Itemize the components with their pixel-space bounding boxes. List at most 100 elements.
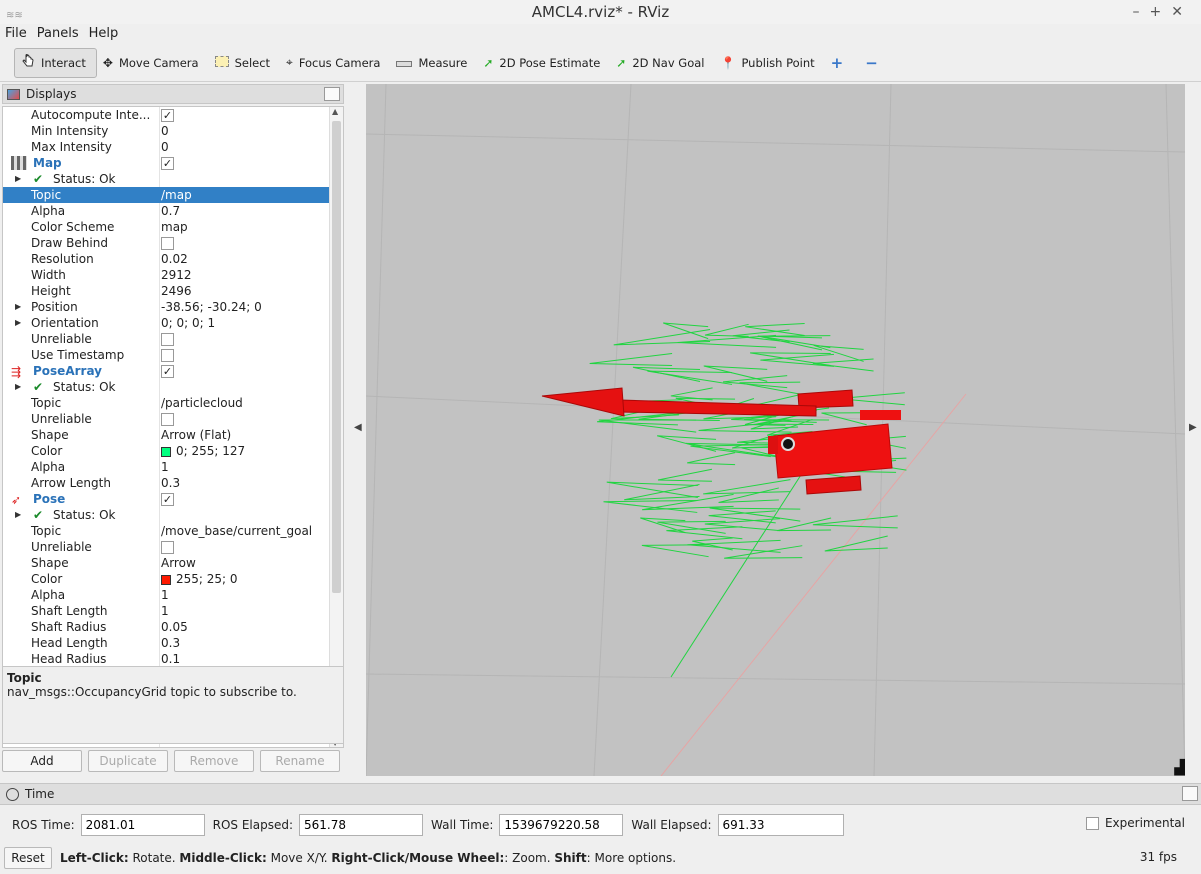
undock-button[interactable] [324, 87, 340, 101]
property-value[interactable]: 0.7 [161, 204, 181, 218]
property-value[interactable]: 0 [161, 140, 169, 154]
collapse-left-icon[interactable]: ◀ [354, 422, 362, 433]
collapse-right-icon[interactable]: ▶ [1189, 422, 1197, 433]
property-value[interactable]: ✓ [161, 491, 174, 507]
property-value[interactable]: -38.56; -30.24; 0 [161, 300, 262, 314]
property-row[interactable]: ▶ Orientation 0; 0; 0; 1 [3, 315, 329, 331]
focus-camera-button[interactable]: ⌖ Focus Camera [286, 55, 381, 70]
property-value[interactable] [161, 331, 174, 347]
property-row[interactable]: Alpha 1 [3, 587, 329, 603]
nav-goal-button[interactable]: ➚ 2D Nav Goal [616, 55, 705, 70]
expand-arrow-icon[interactable]: ▶ [15, 382, 22, 391]
left-collapse-handle[interactable]: ◀ [350, 84, 366, 776]
add-tool-button[interactable]: + [825, 48, 860, 78]
property-row[interactable]: ▶ ✔ Status: Ok [3, 379, 329, 395]
property-value[interactable]: 2912 [161, 268, 192, 282]
menu-help[interactable]: Help [88, 26, 119, 41]
property-checkbox[interactable]: ✓ [161, 157, 174, 170]
publish-point-button[interactable]: 📍 Publish Point [720, 55, 815, 70]
rename-button[interactable]: Rename [260, 750, 340, 772]
property-value[interactable]: map [161, 220, 188, 234]
displays-tree[interactable]: ▲ ▼ Autocompute Inte...✓Min Intensity0Ma… [2, 106, 344, 748]
display-group-posearray[interactable]: ⇶ PoseArray ✓ [3, 363, 329, 379]
property-row[interactable]: Max Intensity 0 [3, 139, 329, 155]
property-row[interactable]: ▶ ✔ Status: Ok [3, 171, 329, 187]
property-value[interactable]: 1 [161, 460, 169, 474]
time-undock-button[interactable] [1182, 786, 1198, 801]
property-row[interactable]: Head Radius 0.1 [3, 651, 329, 667]
property-value[interactable]: 0; 0; 0; 1 [161, 316, 216, 330]
property-row[interactable]: Unreliable [3, 331, 329, 347]
property-row[interactable]: Min Intensity 0 [3, 123, 329, 139]
move-camera-button[interactable]: ✥ Move Camera [102, 55, 199, 70]
remove-tool-button[interactable]: − [859, 48, 894, 78]
wall-elapsed-field[interactable] [717, 814, 844, 836]
property-value[interactable]: /map [161, 188, 192, 202]
property-value[interactable] [161, 411, 174, 427]
property-checkbox[interactable]: ✓ [161, 493, 174, 506]
interact-button[interactable]: Interact [14, 47, 97, 78]
add-button[interactable]: Add [2, 750, 82, 772]
expand-arrow-icon[interactable]: ▶ [15, 318, 22, 327]
property-value[interactable]: 0 [161, 124, 169, 138]
property-row[interactable]: Arrow Length 0.3 [3, 475, 329, 491]
remove-button[interactable]: Remove [174, 750, 254, 772]
property-row[interactable]: Width 2912 [3, 267, 329, 283]
wall-time-field[interactable] [499, 814, 624, 836]
property-value[interactable]: Arrow [161, 556, 196, 570]
property-checkbox[interactable]: ✓ [161, 109, 174, 122]
menu-panels[interactable]: Panels [36, 26, 79, 41]
property-row[interactable]: Shape Arrow [3, 555, 329, 571]
property-row[interactable]: ▶ Position -38.56; -30.24; 0 [3, 299, 329, 315]
property-row[interactable]: Alpha 1 [3, 459, 329, 475]
property-value[interactable]: /particlecloud [161, 396, 243, 410]
property-row[interactable]: Resolution 0.02 [3, 251, 329, 267]
scroll-thumb[interactable] [332, 121, 341, 593]
property-value[interactable]: ✓ [161, 107, 174, 123]
close-icon[interactable]: ✕ [1171, 4, 1193, 20]
property-checkbox[interactable]: ✓ [161, 365, 174, 378]
property-checkbox[interactable] [161, 237, 174, 250]
property-value[interactable]: 0.05 [161, 620, 188, 634]
maximize-icon[interactable]: + [1149, 4, 1172, 20]
property-value[interactable] [161, 347, 174, 363]
expand-arrow-icon[interactable]: ▶ [15, 174, 22, 183]
minimize-icon[interactable]: – [1132, 4, 1150, 20]
property-row[interactable]: Color 0; 255; 127 [3, 443, 329, 459]
property-row[interactable]: Topic/move_base/current_goal [3, 523, 329, 539]
display-group-pose[interactable]: ➶ Pose ✓ [3, 491, 329, 507]
property-value[interactable]: ✓ [161, 363, 174, 379]
property-row[interactable]: ▶ ✔ Status: Ok [3, 507, 329, 523]
pose-estimate-button[interactable]: ➚ 2D Pose Estimate [483, 55, 601, 70]
property-value[interactable]: /move_base/current_goal [161, 524, 313, 538]
ros-elapsed-field[interactable] [299, 814, 424, 836]
property-value[interactable]: 2496 [161, 284, 192, 298]
property-row[interactable]: Shaft Radius 0.05 [3, 619, 329, 635]
property-row[interactable]: Height 2496 [3, 283, 329, 299]
property-row[interactable]: Draw Behind [3, 235, 329, 251]
duplicate-button[interactable]: Duplicate [88, 750, 168, 772]
expand-arrow-icon[interactable]: ▶ [15, 510, 22, 519]
property-row[interactable]: Color Scheme map [3, 219, 329, 235]
select-button[interactable]: Select [209, 48, 280, 78]
property-value[interactable]: 1 [161, 604, 169, 618]
experimental-checkbox[interactable] [1085, 816, 1099, 830]
expand-arrow-icon[interactable]: ▶ [15, 302, 22, 311]
reset-button[interactable]: Reset [4, 847, 52, 869]
property-row[interactable]: Unreliable [3, 539, 329, 555]
property-value[interactable]: 0; 255; 127 [161, 443, 245, 459]
right-collapse-handle[interactable]: ▶ [1185, 84, 1201, 776]
ros-time-field[interactable] [80, 814, 205, 836]
property-row[interactable]: Autocompute Inte... ✓ [3, 107, 329, 123]
property-row[interactable]: Topic/particlecloud [3, 395, 329, 411]
property-row[interactable]: Topic/map [3, 187, 329, 203]
property-value[interactable]: 255; 25; 0 [161, 571, 238, 587]
property-value[interactable] [161, 539, 174, 555]
property-checkbox[interactable] [161, 413, 174, 426]
experimental-toggle[interactable]: Experimental [1085, 816, 1185, 830]
property-value[interactable]: 0.3 [161, 636, 181, 650]
property-checkbox[interactable] [161, 333, 174, 346]
display-group-map[interactable]: Map ✓ [3, 155, 329, 171]
property-value[interactable]: 0.3 [161, 476, 181, 490]
property-checkbox[interactable] [161, 349, 174, 362]
